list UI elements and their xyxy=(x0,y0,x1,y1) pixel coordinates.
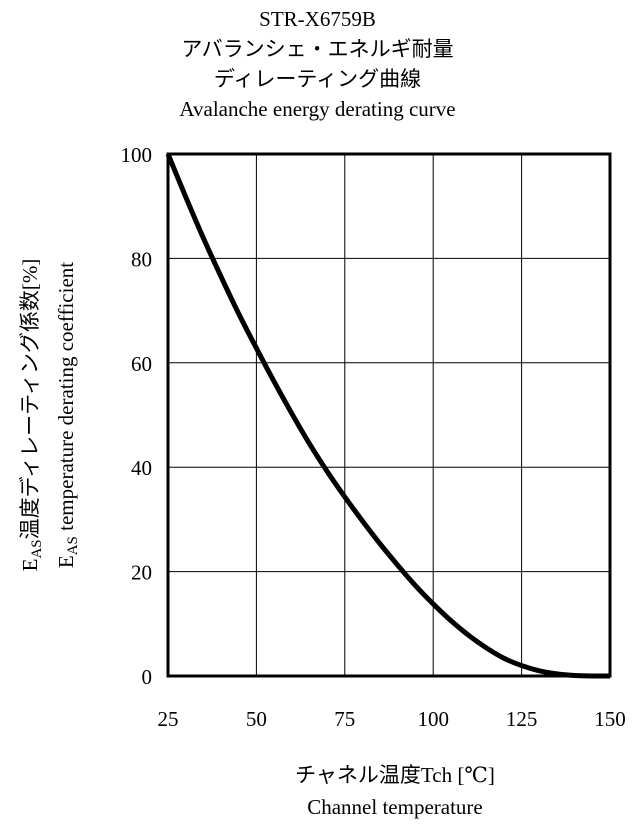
x-tick-label-100: 100 xyxy=(417,707,449,731)
y-title-jp-sub: AS xyxy=(29,539,45,558)
chart-title: STR-X6759B アバランシェ・エネルギ耐量 ディレーティング曲線 Aval… xyxy=(0,4,635,124)
x-tick-label-150: 150 xyxy=(594,707,626,731)
curve-layer xyxy=(165,153,611,679)
y-tick-label-60: 60 xyxy=(131,352,152,376)
x-tick-label-125: 125 xyxy=(506,707,538,731)
grid xyxy=(168,154,610,676)
title-line-jp-1: アバランシェ・エネルギ耐量 xyxy=(181,37,454,61)
derating-curve-line-0 xyxy=(165,153,611,679)
y-axis-title: EAS温度ディレーティング係数[%] EAS temperature derat… xyxy=(18,259,81,572)
title-line-model: STR-X6759B xyxy=(259,7,376,31)
y-tick-label-100: 100 xyxy=(121,143,153,167)
y-axis-title-jp: EAS温度ディレーティング係数[%] xyxy=(18,259,45,572)
x-tick-labels: 25 50 75 100 125 150 xyxy=(158,707,626,731)
y-tick-label-80: 80 xyxy=(131,247,152,271)
y-tick-labels: 0 20 40 60 80 100 xyxy=(121,143,153,689)
y-tick-label-20: 20 xyxy=(131,561,152,585)
x-tick-label-50: 50 xyxy=(246,707,267,731)
y-title-jp-rest: 温度ディレーティング係数[%] xyxy=(18,259,42,540)
plot-frame xyxy=(166,152,612,678)
y-title-en-rest: temperature derating coefficient xyxy=(54,262,78,536)
y-title-en-sub: AS xyxy=(65,536,81,555)
y-tick-label-0: 0 xyxy=(142,665,153,689)
x-axis-title-en: Channel temperature xyxy=(307,795,483,819)
y-title-en-e: E xyxy=(54,555,78,568)
y-axis-title-en: EAS temperature derating coefficient xyxy=(54,262,81,568)
y-tick-label-40: 40 xyxy=(131,456,152,480)
x-tick-label-75: 75 xyxy=(334,707,355,731)
y-title-jp-e: E xyxy=(18,559,42,572)
title-line-en: Avalanche energy derating curve xyxy=(179,97,456,121)
title-line-jp-2: ディレーティング曲線 xyxy=(213,67,422,91)
x-tick-label-25: 25 xyxy=(158,707,179,731)
x-axis-title-jp: チャネル温度Tch [℃] xyxy=(295,763,495,787)
x-axis-title: チャネル温度Tch [℃] Channel temperature xyxy=(0,759,635,823)
